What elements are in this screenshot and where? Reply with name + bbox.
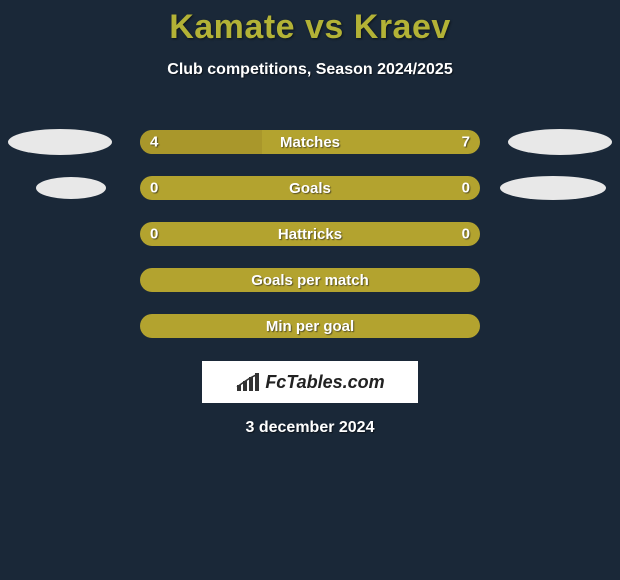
logo-box: FcTables.com: [202, 361, 418, 403]
stat-label: Hattricks: [140, 222, 480, 246]
stat-value-right: 7: [462, 134, 470, 151]
stat-bar: Min per goal: [140, 314, 480, 338]
stat-bar: Goals: [140, 176, 480, 200]
stat-rows: Matches47Goals00Hattricks00Goals per mat…: [0, 119, 620, 349]
stat-row: Min per goal: [0, 303, 620, 349]
stat-value-left: 4: [150, 134, 158, 151]
left-ellipse: [8, 129, 112, 155]
stat-label: Min per goal: [140, 314, 480, 338]
stat-value-left: 0: [150, 226, 158, 243]
stat-row: Matches4 7: [0, 119, 620, 165]
stat-row: Goals per match: [0, 257, 620, 303]
stat-bar: Matches: [140, 130, 480, 154]
stat-value-right: 0: [462, 226, 470, 243]
stat-bar: Hattricks: [140, 222, 480, 246]
stat-row: Goals0 0: [0, 165, 620, 211]
bar-chart-icon: [235, 371, 261, 393]
logo-text: FcTables.com: [265, 372, 384, 393]
subtitle: Club competitions, Season 2024/2025: [0, 61, 620, 79]
date-text: 3 december 2024: [0, 419, 620, 437]
stat-value-left: 0: [150, 180, 158, 197]
page-title: Kamate vs Kraev: [0, 0, 620, 47]
right-ellipse: [500, 176, 606, 200]
stat-label: Matches: [140, 130, 480, 154]
right-ellipse: [508, 129, 612, 155]
stat-row: Hattricks0 0: [0, 211, 620, 257]
stat-bar: Goals per match: [140, 268, 480, 292]
stat-label: Goals: [140, 176, 480, 200]
stat-label: Goals per match: [140, 268, 480, 292]
stat-value-right: 0: [462, 180, 470, 197]
left-ellipse: [36, 177, 106, 199]
